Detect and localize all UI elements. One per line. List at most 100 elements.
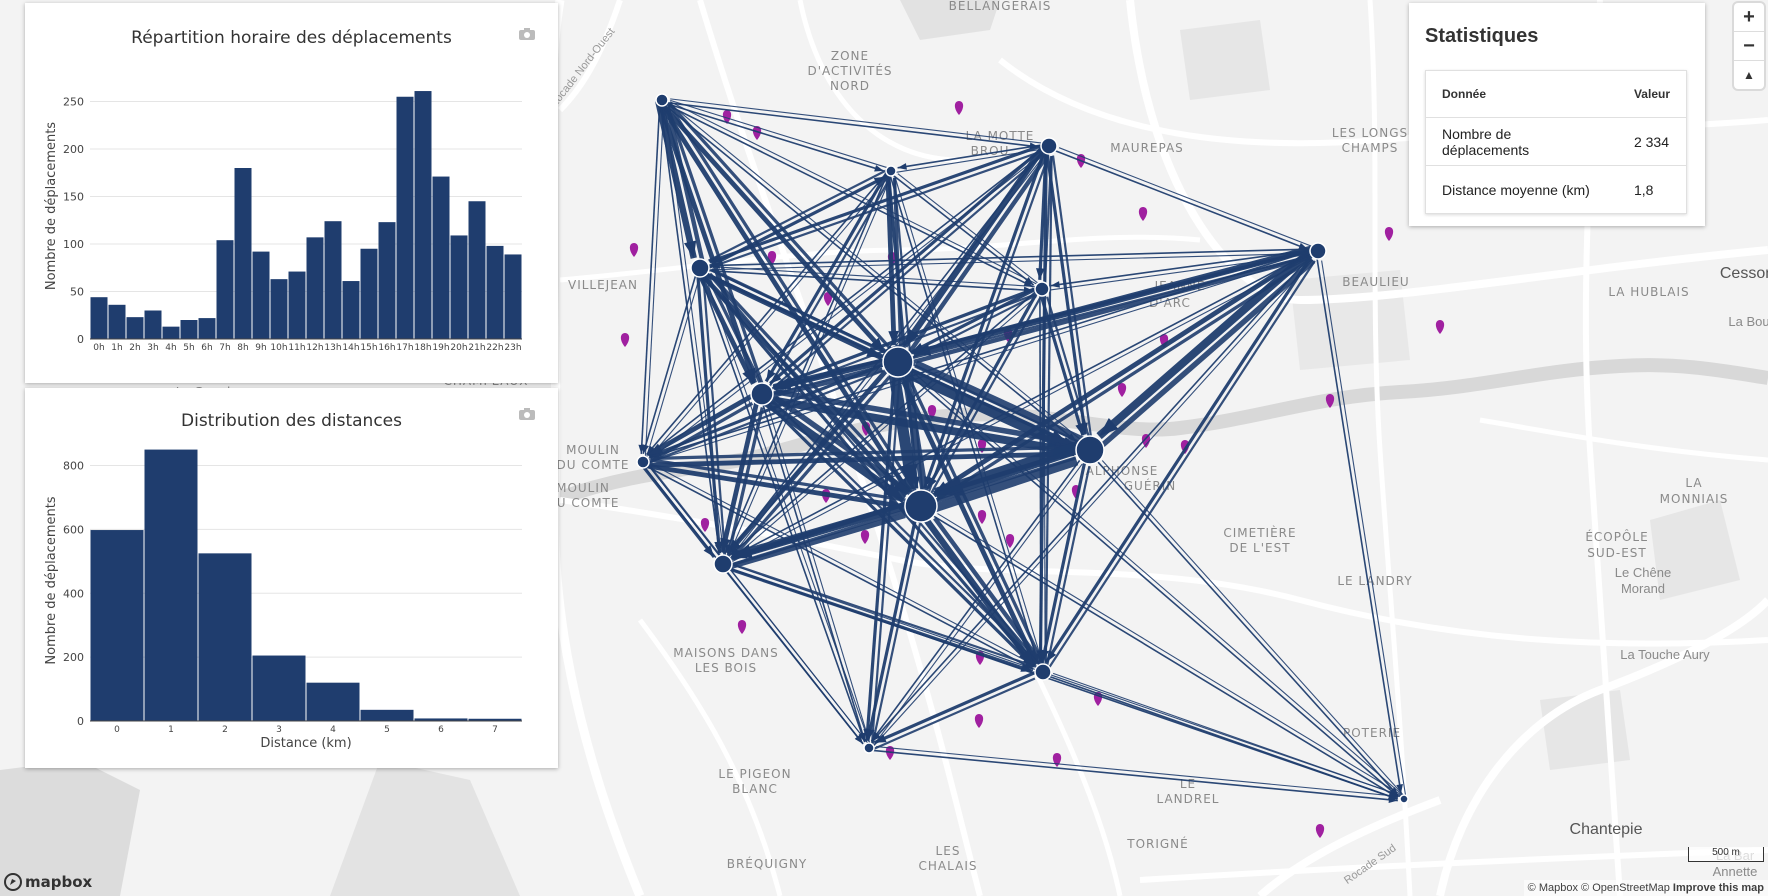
flow-line[interactable] [773, 395, 926, 505]
marker-icon[interactable] [1315, 824, 1325, 838]
flow-line[interactable] [706, 275, 767, 394]
flow-line[interactable] [670, 99, 892, 170]
improve-map-link[interactable]: Improve this map [1672, 882, 1764, 894]
marker-icon[interactable] [860, 530, 870, 544]
flow-line[interactable] [1052, 672, 1405, 798]
flow-line[interactable] [644, 177, 889, 464]
compass-button[interactable]: ▲ [1734, 61, 1764, 89]
flow-node[interactable] [1399, 794, 1409, 804]
flow-line[interactable] [695, 268, 722, 554]
flow-line[interactable] [643, 451, 1075, 468]
marker-icon[interactable] [722, 110, 732, 124]
bar[interactable] [306, 682, 360, 721]
flow-line[interactable] [723, 512, 906, 571]
flow-line[interactable] [731, 570, 872, 748]
flow-line[interactable] [657, 100, 886, 354]
flow-line[interactable] [760, 394, 1075, 456]
flow-line[interactable] [1043, 156, 1053, 290]
flow-line[interactable] [724, 178, 891, 566]
flow-line[interactable] [666, 105, 767, 394]
flow-line[interactable] [869, 677, 1036, 752]
flow-line[interactable] [1044, 465, 1091, 673]
flow-node[interactable] [690, 258, 710, 278]
marker-icon[interactable] [977, 510, 987, 524]
flow-line[interactable] [933, 516, 1048, 671]
flow-line[interactable] [649, 248, 1318, 459]
flow-line[interactable] [891, 149, 1040, 174]
flow-line[interactable] [1046, 296, 1094, 450]
flow-line[interactable] [1044, 260, 1316, 675]
flow-line[interactable] [775, 389, 1092, 449]
flow-line[interactable] [870, 259, 1314, 750]
marker-icon[interactable] [1384, 227, 1394, 241]
bar[interactable] [198, 318, 216, 339]
flow-line[interactable] [644, 108, 665, 463]
flow-node[interactable] [863, 742, 875, 754]
bar[interactable] [108, 304, 126, 339]
flow-line[interactable] [642, 267, 699, 454]
bar[interactable] [162, 326, 180, 339]
marker-icon[interactable] [1325, 394, 1335, 408]
bar[interactable] [216, 240, 234, 339]
flow-line[interactable] [764, 168, 891, 383]
flow-line[interactable] [1101, 460, 1406, 798]
flow-line[interactable] [661, 101, 884, 172]
flow-line[interactable] [773, 355, 898, 391]
flow-line[interactable] [897, 173, 1044, 288]
camera-icon[interactable] [518, 27, 536, 41]
flow-line[interactable] [758, 394, 1036, 669]
marker-icon[interactable] [1435, 320, 1445, 334]
flow-line[interactable] [644, 278, 700, 463]
bar[interactable] [468, 718, 522, 721]
flow-line[interactable] [1043, 297, 1046, 672]
flow-line[interactable] [870, 463, 1083, 750]
bar[interactable] [288, 271, 306, 339]
bar[interactable] [198, 553, 252, 721]
bar[interactable] [468, 201, 486, 339]
flow-line[interactable] [647, 143, 1049, 457]
mapbox-logo[interactable]: mapbox [4, 873, 92, 891]
bar[interactable] [324, 221, 342, 339]
flow-line[interactable] [699, 269, 1033, 292]
bar[interactable] [234, 168, 252, 339]
flow-line[interactable] [772, 400, 1046, 671]
flow-line[interactable] [1321, 260, 1407, 799]
marker-icon[interactable] [629, 243, 639, 257]
flow-line[interactable] [870, 379, 901, 749]
flow-line[interactable] [919, 507, 1399, 799]
flow-line[interactable] [1040, 449, 1089, 662]
flow-line[interactable] [868, 749, 1398, 802]
flow-node[interactable] [750, 382, 774, 406]
flow-line[interactable] [865, 361, 897, 741]
flow-line[interactable] [661, 101, 1039, 148]
flow-node[interactable] [1075, 435, 1105, 465]
flow-line[interactable] [873, 668, 1043, 745]
flow-line[interactable] [911, 371, 1406, 798]
flow-line[interactable] [914, 360, 1094, 449]
flow-line[interactable] [725, 358, 898, 556]
bar[interactable] [252, 251, 270, 339]
flow-line[interactable] [1038, 145, 1048, 280]
flow-line[interactable] [757, 394, 906, 503]
flow-line[interactable] [643, 401, 754, 467]
flow-line[interactable] [660, 101, 1077, 443]
flow-line[interactable] [885, 171, 897, 346]
flow-node[interactable] [636, 455, 650, 469]
flow-line[interactable] [640, 99, 661, 454]
marker-icon[interactable] [1117, 383, 1127, 397]
bar[interactable] [360, 248, 378, 339]
marker-icon[interactable] [823, 292, 833, 306]
bar[interactable] [90, 530, 144, 721]
marker-icon[interactable] [620, 333, 630, 347]
flow-line[interactable] [702, 278, 727, 564]
flow-line[interactable] [733, 565, 1405, 798]
camera-icon[interactable] [518, 407, 536, 421]
flow-line[interactable] [1051, 155, 1094, 450]
bar[interactable] [144, 449, 198, 721]
flow-line[interactable] [933, 246, 1318, 496]
flow-line[interactable] [724, 169, 890, 554]
bar[interactable] [486, 245, 504, 339]
flow-line[interactable] [921, 257, 1313, 511]
bar[interactable] [396, 96, 414, 339]
flow-line[interactable] [870, 523, 921, 749]
